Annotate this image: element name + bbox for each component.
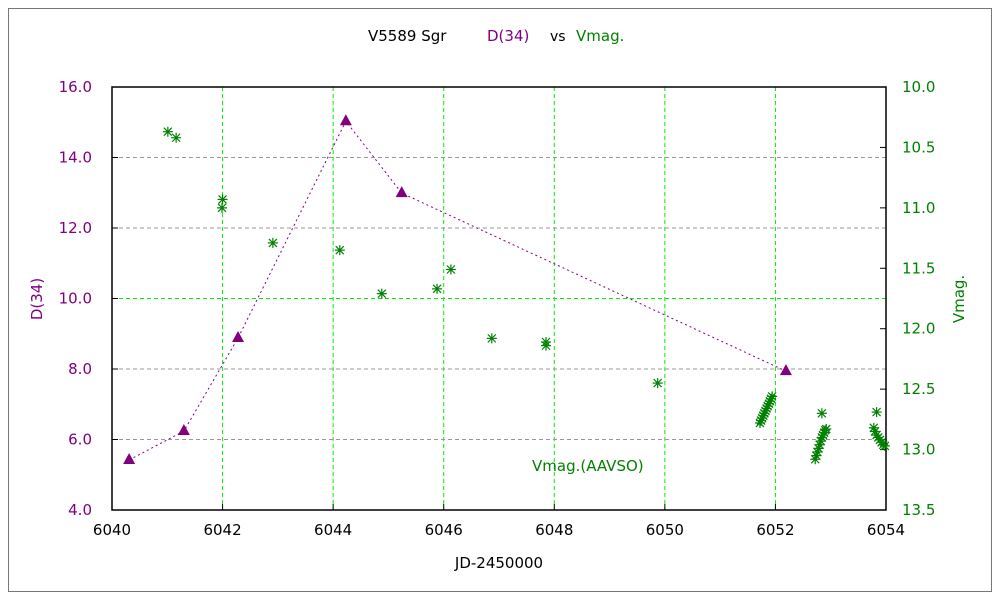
y-right-tick-label: 13.5 xyxy=(902,501,935,519)
x-tick-label: 6054 xyxy=(867,521,905,539)
title-star: V5589 Sgr xyxy=(368,27,447,45)
y-left-tick-label: 4.0 xyxy=(68,501,92,519)
vmag-point-stroke xyxy=(268,238,278,248)
y-right-tick-label: 11.0 xyxy=(902,199,935,217)
x-tick-label: 6042 xyxy=(203,521,241,539)
y-right-tick-label: 10.5 xyxy=(902,138,935,156)
x-tick-label: 6050 xyxy=(646,521,684,539)
vmag-point-stroke xyxy=(218,194,227,204)
y-left-axis-label: D(34) xyxy=(28,278,46,320)
x-tick-label: 6046 xyxy=(425,521,463,539)
chart-frame xyxy=(8,8,992,592)
vmag-point-stroke xyxy=(163,127,173,137)
d34-point xyxy=(779,364,792,376)
vmag-point-stroke xyxy=(377,289,387,299)
vmag-point xyxy=(486,333,497,344)
vmag-point xyxy=(821,424,832,435)
d34-point xyxy=(339,114,352,126)
x-tick-label: 6044 xyxy=(314,521,352,539)
d34-point xyxy=(395,186,408,198)
vmag-point-stroke xyxy=(767,391,777,401)
d34-line xyxy=(128,120,787,461)
x-tick-label: 6040 xyxy=(93,521,131,539)
vmag-point xyxy=(871,407,882,418)
vmag-point-stroke xyxy=(872,407,882,417)
vmag-point xyxy=(879,440,890,451)
vmag-point-stroke xyxy=(821,424,831,434)
grid xyxy=(112,87,886,510)
vmag-point-stroke xyxy=(487,333,497,343)
y-left-tick-label: 16.0 xyxy=(59,78,92,96)
vmag-point-stroke xyxy=(171,133,181,143)
x-axis-label: JD-2450000 xyxy=(454,554,543,572)
y-right-tick-label: 13.0 xyxy=(902,441,935,459)
x-tick-label: 6052 xyxy=(756,521,794,539)
vmag-point xyxy=(334,245,345,256)
vmag-point-stroke xyxy=(869,423,879,433)
vmag-point xyxy=(267,237,278,248)
title-series2: Vmag. xyxy=(576,27,624,45)
vmag-point-stroke xyxy=(870,427,880,436)
y-left-tick-label: 10.0 xyxy=(59,290,92,308)
vmag-point xyxy=(445,264,456,275)
y-left-tick-label: 12.0 xyxy=(59,219,92,237)
x-tick-label: 6048 xyxy=(535,521,573,539)
y-left-tick-label: 14.0 xyxy=(59,149,92,167)
vmag-point-stroke xyxy=(880,441,890,451)
marks xyxy=(123,114,890,465)
y-right-axis-label: Vmag. xyxy=(950,275,968,323)
vmag-point xyxy=(652,378,663,389)
vmag-point-stroke xyxy=(653,378,663,388)
vmag-point xyxy=(162,126,173,137)
d34-point xyxy=(123,452,136,464)
vmag-point-stroke xyxy=(446,265,456,274)
vmag-point xyxy=(217,194,228,205)
y-left-tick-label: 6.0 xyxy=(68,431,92,449)
vmag-point xyxy=(171,132,182,143)
vmag-point-stroke xyxy=(432,284,442,294)
vmag-point xyxy=(540,340,551,351)
y-right-tick-label: 12.0 xyxy=(902,320,935,338)
vmag-point-stroke xyxy=(335,245,345,255)
y-left-tick-label: 8.0 xyxy=(68,360,92,378)
vmag-annotation: Vmag.(AAVSO) xyxy=(532,457,644,475)
y-right-tick-label: 12.5 xyxy=(902,380,935,398)
title-vs: vs xyxy=(550,29,566,45)
vmag-point-stroke xyxy=(217,203,227,213)
vmag-point-stroke xyxy=(817,408,827,418)
ticks: 6040 6042 6044 6046 6048 6050 6052 6054 4.0 6.0 8.… xyxy=(59,78,936,539)
title-series1: D(34) xyxy=(487,27,529,45)
vmag-point xyxy=(816,408,827,419)
d34-point xyxy=(232,330,245,342)
vmag-point xyxy=(217,202,228,213)
d34-point xyxy=(177,424,190,436)
vmag-point xyxy=(376,288,387,299)
y-right-tick-label: 10.0 xyxy=(902,78,935,96)
vmag-point xyxy=(432,283,443,294)
vmag-point xyxy=(767,391,778,402)
y-right-tick-label: 11.5 xyxy=(902,259,935,277)
vmag-point-stroke xyxy=(541,341,551,351)
